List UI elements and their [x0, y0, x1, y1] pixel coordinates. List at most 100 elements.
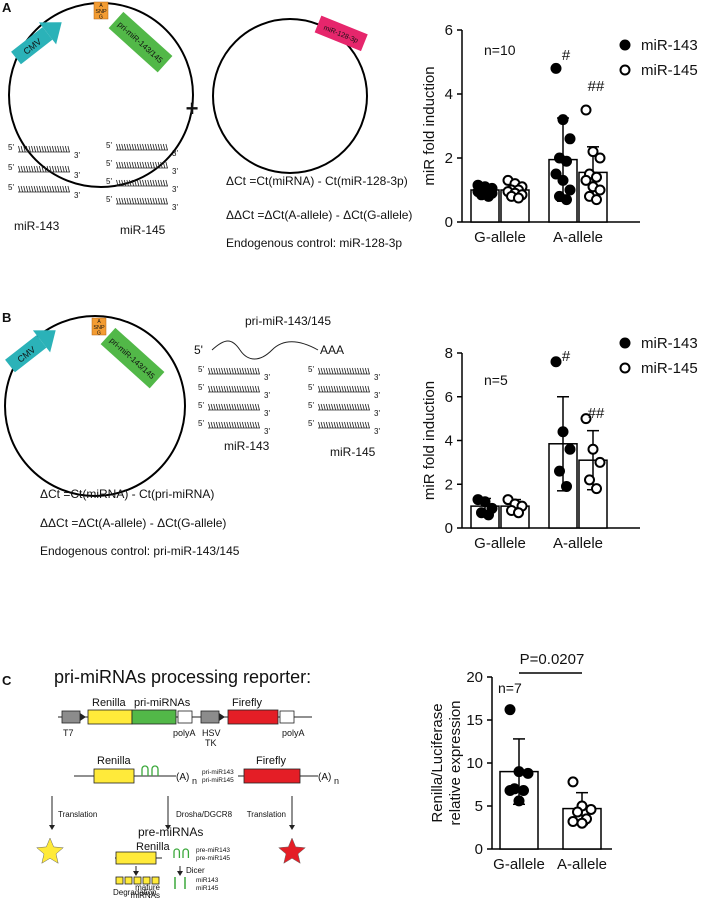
y-axis-label: miR fold induction	[421, 66, 438, 185]
data-point	[561, 194, 572, 206]
mirna-strand	[18, 165, 70, 173]
fate-label: mature	[135, 883, 160, 892]
mirna-label: miR145	[196, 885, 219, 892]
strand-3-end: 3'	[374, 391, 380, 400]
equation: ΔCt =Ct(miRNA) - Ct(pri-miRNA)	[40, 487, 214, 501]
equation: Endogenous control: pri-miR-143/145	[40, 544, 240, 558]
equation: ΔΔCt =ΔCt(A-allele) - ΔCt(G-allele)	[226, 208, 412, 222]
hsv-box	[200, 710, 220, 724]
x-tick-label: A-allele	[557, 856, 607, 873]
annotation: ##	[588, 78, 605, 95]
mirna-strand	[208, 421, 260, 429]
y-axis-label: miR fold induction	[421, 381, 438, 500]
legend-marker	[619, 64, 631, 76]
strand-name: miR-143	[224, 439, 270, 453]
annotation: #	[562, 47, 571, 64]
y-tick-label: 4	[445, 433, 453, 450]
strand-5-end: 5'	[106, 159, 112, 168]
step-label: Drosha/DGCR8	[176, 810, 233, 819]
t7-box	[61, 710, 81, 724]
promoter-arrow	[80, 713, 86, 721]
arrow-head	[289, 825, 295, 830]
element-label: polyA	[173, 728, 196, 738]
element-label: polyA	[282, 728, 305, 738]
strand-3-end: 3'	[264, 373, 270, 382]
x-tick-label: G-allele	[493, 856, 545, 873]
y-axis-label: Renilla/Luciferase	[429, 703, 446, 822]
gene-label: Renilla	[97, 755, 132, 767]
y-tick-label: 0	[445, 520, 453, 537]
data-point	[479, 496, 491, 508]
gene-label: Firefly	[256, 755, 286, 767]
step-label: Translation	[58, 810, 97, 819]
mirna-strand	[318, 385, 370, 393]
strand-3-end: 3'	[264, 391, 270, 400]
data-point	[561, 155, 572, 167]
arrow-head	[165, 825, 171, 830]
mirna-strand	[116, 143, 168, 151]
y-axis-label: relative expression	[447, 700, 464, 825]
pri-box	[131, 709, 177, 725]
data-point	[587, 146, 599, 158]
data-point	[504, 785, 516, 797]
strand-5-end: 5'	[198, 365, 204, 374]
strand-3-end: 3'	[74, 191, 80, 200]
mirna-strand	[318, 403, 370, 411]
snp-allele: G	[97, 331, 101, 337]
cmv-head	[32, 330, 56, 353]
mirna-label: miR143	[196, 877, 219, 884]
plasmid	[4, 315, 186, 497]
data-point	[564, 184, 576, 196]
mirna-strand	[208, 367, 260, 375]
hairpin	[151, 765, 159, 776]
strand-5-end: 5'	[106, 195, 112, 204]
data-point	[591, 194, 602, 206]
transcript-wave	[211, 340, 319, 360]
y-tick-label: 10	[466, 755, 483, 772]
data-point	[561, 480, 572, 492]
data-point	[554, 465, 565, 477]
strand-5-end: 5'	[308, 419, 314, 428]
gene-label: Firefly	[232, 697, 262, 709]
gene-label: Renilla	[136, 841, 171, 853]
panel-label: B	[2, 310, 11, 325]
cmv-body	[5, 335, 47, 373]
mirna-strand	[18, 185, 70, 193]
data-point	[550, 62, 562, 74]
legend-label: miR-145	[641, 360, 698, 377]
protein-star	[278, 837, 306, 864]
y-tick-label: 4	[445, 86, 453, 103]
renilla-box	[115, 851, 157, 865]
data-point	[591, 483, 602, 495]
data-point	[522, 767, 534, 779]
pre-label: pre-miRNAs	[138, 825, 203, 839]
annotation: #	[562, 348, 571, 365]
data-point	[585, 803, 597, 815]
x-tick-label: G-allele	[474, 535, 526, 552]
y-tick-label: 2	[445, 150, 453, 167]
transcript-end: AAA	[320, 343, 344, 357]
legend-marker	[619, 39, 631, 51]
mirna-label: pre-miR145	[196, 855, 230, 862]
data-point	[564, 443, 576, 455]
strand-5-end: 5'	[8, 143, 14, 152]
firefly-box	[243, 768, 301, 784]
plasmid	[212, 18, 368, 174]
mirna-strand	[208, 403, 260, 411]
diagram-title: pri-miRNAs processing reporter:	[54, 667, 311, 687]
mirna-strand	[18, 145, 70, 153]
transcript-end: 5'	[194, 343, 203, 357]
strand-3-end: 3'	[74, 151, 80, 160]
polya-box	[279, 710, 295, 724]
cmv-promoter: CMV	[5, 330, 56, 373]
annotation: P=0.0207	[520, 651, 585, 668]
plasmid	[8, 2, 194, 188]
strand-name: miR-145	[120, 223, 166, 237]
snp-label: SNP	[95, 9, 107, 15]
mirna-strand	[116, 179, 168, 187]
strand-5-end: 5'	[308, 383, 314, 392]
data-point	[567, 776, 579, 788]
annotation: n=10	[484, 42, 516, 58]
cmv-head	[38, 22, 62, 45]
